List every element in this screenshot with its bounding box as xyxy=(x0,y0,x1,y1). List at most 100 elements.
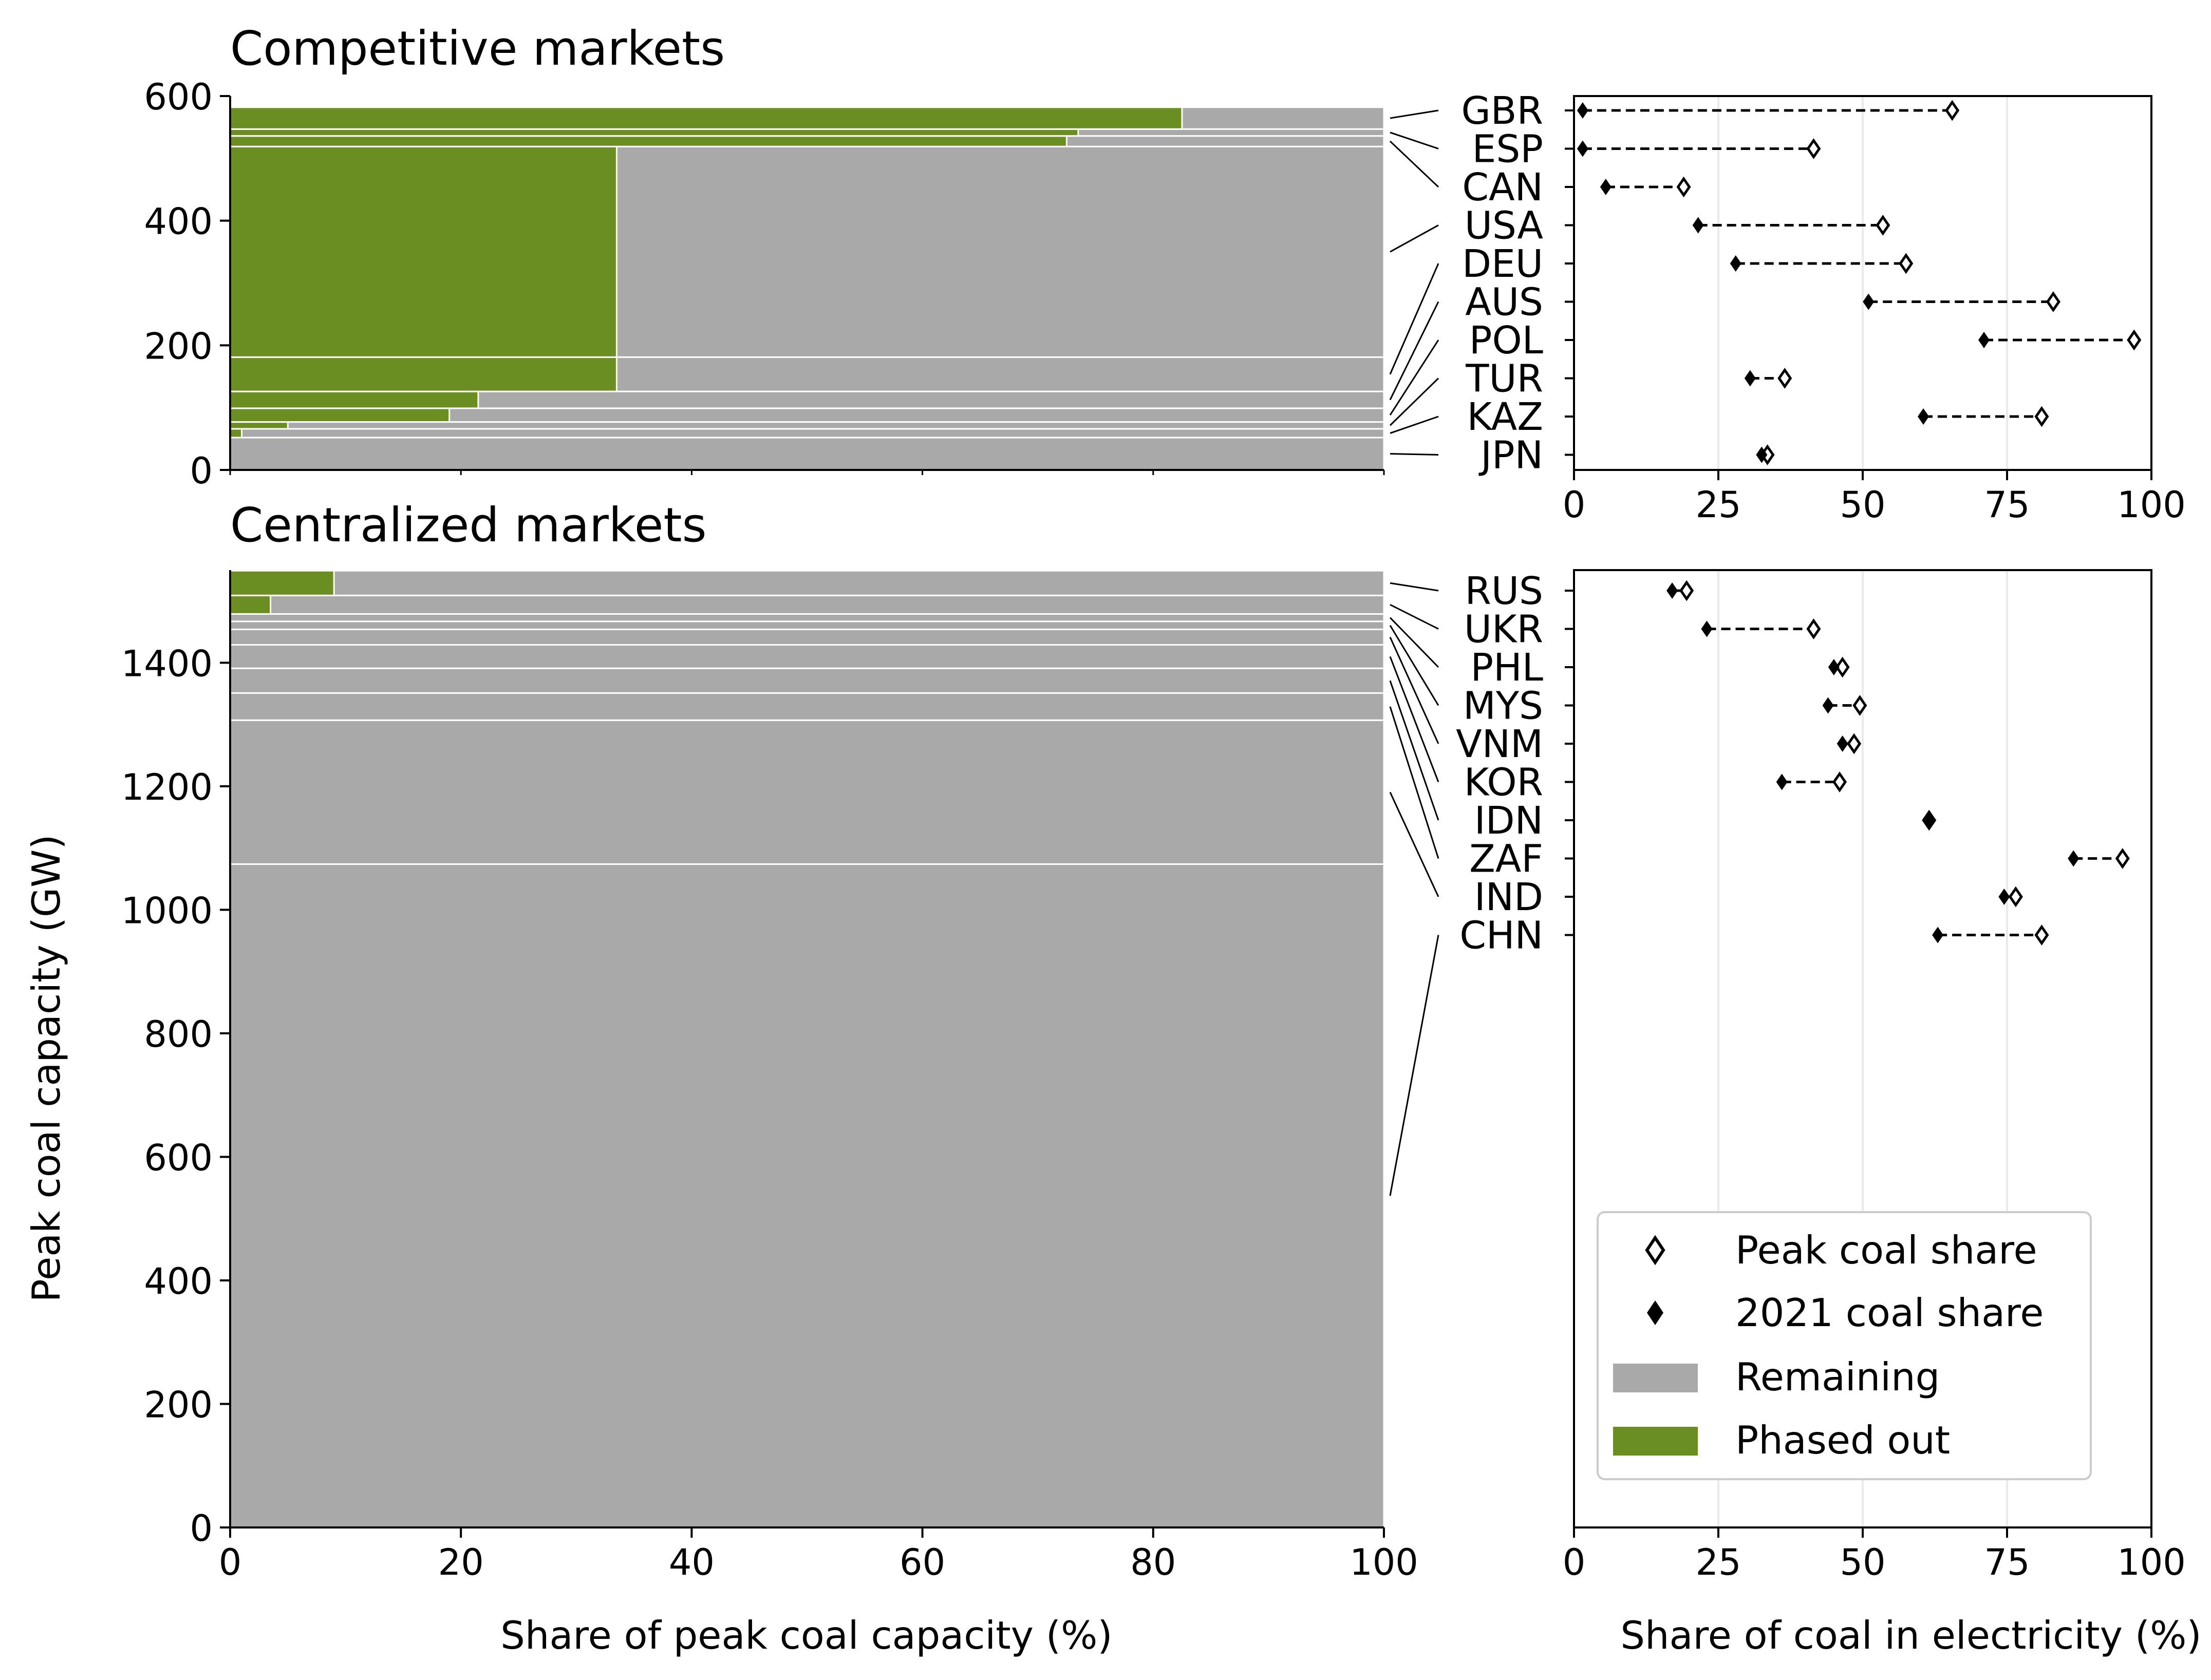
current-share-point-vnm xyxy=(1837,735,1848,752)
bar-remaining-phl xyxy=(229,613,1385,622)
connector-idn xyxy=(1389,680,1439,821)
centralized-y-tick-label: 0 xyxy=(190,1507,213,1550)
peak-share-point-vnm xyxy=(1847,733,1862,754)
current-share-point-idn xyxy=(1923,812,1935,828)
competitive-y-tick-label: 0 xyxy=(190,450,213,492)
connector-kor xyxy=(1389,656,1439,783)
peak-share-point-pol xyxy=(2127,329,2142,351)
bar-remaining-chn xyxy=(229,863,1385,1528)
current-share-point-can xyxy=(1600,179,1612,195)
country-label-kaz: KAZ xyxy=(1467,395,1543,439)
centralized-bar-panel: 0 200 400 600 800 1000 1200 1400 0 20 40 60 80 100 xyxy=(121,570,1418,1583)
current-share-point-kor xyxy=(1776,773,1788,790)
bar-remaining-vnm xyxy=(229,628,1385,646)
country-label-mys: MYS xyxy=(1463,684,1543,728)
centralized-y-tick-label: 1400 xyxy=(121,643,213,685)
country-label-ind: IND xyxy=(1474,875,1543,919)
country-label-gbr: GBR xyxy=(1461,89,1543,133)
current-share-point-ind xyxy=(1998,889,2010,905)
centralized-dot-x-tick-label: 75 xyxy=(1984,1541,2030,1583)
competitive-y-tick-label: 200 xyxy=(144,325,213,367)
peak-share-point-mys xyxy=(1852,695,1867,716)
bar-phased-usa xyxy=(229,145,617,358)
centralized-dot-x-tick-label: 100 xyxy=(2117,1541,2186,1583)
country-label-usa: USA xyxy=(1465,204,1544,248)
legend-phased-patch xyxy=(1613,1427,1698,1456)
country-label-ukr: UKR xyxy=(1464,608,1543,652)
connector-ind xyxy=(1389,791,1439,897)
bar-remaining-kaz xyxy=(229,428,1385,439)
connector-tur xyxy=(1389,377,1439,426)
country-label-rus: RUS xyxy=(1465,569,1543,613)
competitive-dot-x-tick-label: 50 xyxy=(1840,484,1885,526)
peak-share-point-usa xyxy=(1876,215,1890,236)
current-share-point-rus xyxy=(1666,582,1678,599)
country-label-vnm: VNM xyxy=(1456,722,1543,766)
peak-share-point-kaz xyxy=(2034,406,2049,427)
centralized-x-tick-label: 100 xyxy=(1350,1541,1418,1583)
country-label-idn: IDN xyxy=(1474,799,1543,843)
centralized-dot-x-tick-label: 25 xyxy=(1695,1541,1741,1583)
country-label-chn: CHN xyxy=(1459,914,1543,958)
connector-usa xyxy=(1390,224,1439,253)
current-share-point-kaz xyxy=(1918,408,1929,425)
legend-remaining-patch xyxy=(1613,1364,1698,1392)
centralized-y-tick-label: 1200 xyxy=(121,766,213,808)
bar-remaining-mys xyxy=(229,620,1385,630)
connector-pol xyxy=(1389,339,1439,416)
connector-ukr xyxy=(1390,604,1439,630)
centralized-y-tick-label: 200 xyxy=(144,1384,213,1426)
bar-phased-ukr xyxy=(229,594,272,615)
connector-kaz xyxy=(1390,416,1439,434)
competitive-y-tick-label: 600 xyxy=(144,76,213,118)
connector-vnm xyxy=(1389,636,1439,744)
bar-phased-tur xyxy=(229,421,289,430)
y-axis-label: Peak coal capacity (GW) xyxy=(24,835,69,1303)
legend-label-phased: Phased out xyxy=(1735,1418,1950,1463)
label-connectors xyxy=(1389,109,1439,1196)
peak-share-point-gbr xyxy=(1945,100,1960,121)
peak-share-point-chn xyxy=(2034,924,2049,946)
bar-remaining-kor xyxy=(229,644,1385,669)
competitive-title: Competitive markets xyxy=(230,21,725,76)
current-share-point-deu xyxy=(1730,255,1741,272)
peak-share-point-ukr xyxy=(1806,618,1821,639)
current-share-point-aus xyxy=(1863,293,1875,310)
competitive-dot-x-tick-label: 25 xyxy=(1695,484,1741,526)
peak-share-point-rus xyxy=(1679,580,1694,601)
bar-remaining-tur xyxy=(229,421,1385,430)
current-share-point-jpn xyxy=(1756,446,1768,463)
centralized-x-tick-label: 60 xyxy=(900,1541,945,1583)
centralized-dot-x-tick-label: 50 xyxy=(1840,1541,1885,1583)
centralized-title: Centralized markets xyxy=(230,498,707,553)
centralized-y-tick-label: 800 xyxy=(144,1013,213,1055)
connector-aus xyxy=(1389,301,1439,401)
current-share-point-gbr xyxy=(1577,102,1588,119)
connector-chn xyxy=(1389,935,1439,1196)
country-label-zaf: ZAF xyxy=(1469,837,1543,881)
peak-share-point-ind xyxy=(2008,886,2023,908)
connector-gbr xyxy=(1390,109,1439,119)
bar-phased-rus xyxy=(229,570,335,596)
bar-remaining-rus xyxy=(229,570,1385,596)
country-label-aus: AUS xyxy=(1465,280,1543,325)
current-share-point-ukr xyxy=(1701,620,1713,637)
bar-phased-kaz xyxy=(229,428,242,439)
country-label-tur: TUR xyxy=(1465,357,1543,401)
current-share-point-tur xyxy=(1744,370,1756,387)
competitive-dot-x-tick-label: 0 xyxy=(1563,484,1586,526)
country-label-kor: KOR xyxy=(1464,761,1543,805)
centralized-dot-x-tick-label: 0 xyxy=(1563,1541,1586,1583)
connector-phl xyxy=(1389,617,1439,668)
connector-deu xyxy=(1389,263,1439,375)
centralized-x-tick-label: 20 xyxy=(438,1541,484,1583)
country-label-esp: ESP xyxy=(1472,127,1543,172)
country-label-phl: PHL xyxy=(1471,646,1544,690)
current-share-point-pol xyxy=(1978,332,1990,348)
connector-zaf xyxy=(1389,706,1439,859)
connector-esp xyxy=(1390,131,1439,149)
legend-frame xyxy=(1597,1211,2092,1480)
bar-phased-esp xyxy=(229,128,1079,137)
